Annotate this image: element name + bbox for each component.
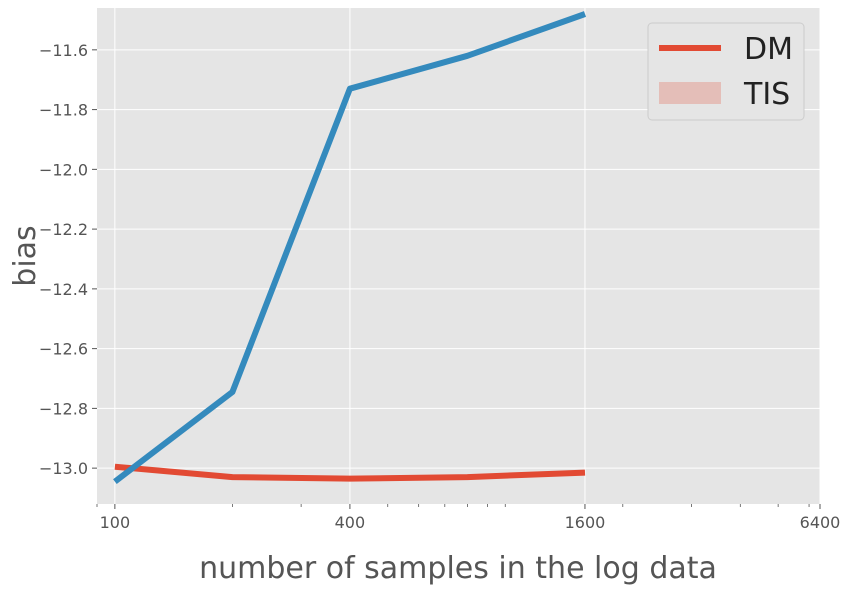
y-axis-title: bias	[8, 225, 43, 286]
x-axis-ticks: 100 400 1600 6400	[100, 504, 841, 532]
y-tick-label: −11.8	[39, 101, 88, 120]
y-tick-label: −12.0	[39, 160, 88, 179]
y-tick-label: −11.6	[39, 41, 88, 60]
legend-label-dm: DM	[744, 32, 793, 67]
legend-label-tis: TIS	[743, 77, 790, 112]
y-tick-label: −12.6	[39, 340, 88, 359]
x-tick-label: 100	[100, 513, 131, 532]
x-tick-label: 1600	[565, 513, 606, 532]
x-axis-title: number of samples in the log data	[199, 551, 717, 586]
series-line-dm	[114, 463, 586, 482]
y-tick-label: −13.0	[39, 459, 88, 478]
legend: DM TIS	[647, 22, 805, 121]
y-axis-ticks: −11.6 −11.8 −12.0 −12.2 −12.4 −12.6 −12.8 −13.0	[39, 41, 97, 478]
series-lines	[113, 11, 587, 484]
x-tick-label: 6400	[800, 513, 841, 532]
x-tick-label: 400	[335, 513, 366, 532]
minor-ticks	[96, 504, 810, 507]
legend-swatch-tis	[659, 82, 721, 104]
series-line-unnamed-2	[113, 11, 587, 484]
y-tick-label: −12.4	[39, 280, 88, 299]
y-tick-label: −12.2	[39, 220, 88, 239]
y-tick-label: −12.8	[39, 399, 88, 418]
grid	[97, 8, 821, 504]
